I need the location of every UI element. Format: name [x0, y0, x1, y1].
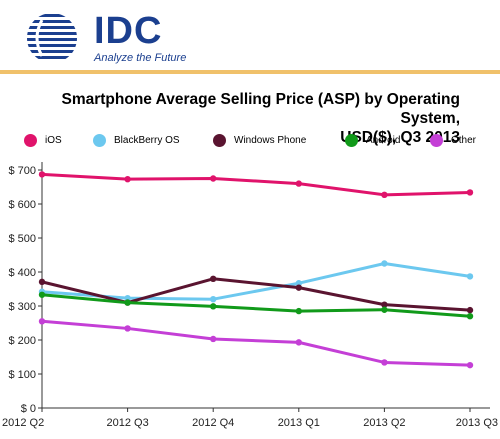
data-point-ios — [295, 180, 302, 187]
y-tick-label: $ 0 — [21, 403, 36, 415]
series-line-blackberry-os — [41, 262, 471, 301]
data-point-other — [38, 318, 46, 325]
legend-swatch-blackberry — [93, 134, 106, 147]
legend-item-blackberry[interactable]: BlackBerry OS — [93, 134, 180, 147]
legend-item-windows-phone[interactable]: Windows Phone — [213, 134, 306, 147]
data-point-android — [466, 313, 474, 320]
legend-swatch-ios — [24, 134, 37, 147]
legend-swatch-windows-phone — [213, 134, 226, 147]
legend-item-android[interactable]: Android — [345, 134, 400, 147]
y-tick-label: $ 600 — [8, 199, 36, 211]
series-line-ios — [41, 172, 471, 197]
data-point-other — [466, 361, 474, 369]
y-tick-label: $ 700 — [8, 165, 36, 177]
x-tick-label: 2012 Q4 — [192, 417, 234, 429]
data-point-android — [381, 306, 388, 313]
data-point-android — [38, 291, 46, 298]
data-point-ios — [38, 171, 46, 178]
legend-swatch-android — [345, 134, 358, 147]
data-point-blackberry-os — [295, 280, 302, 287]
data-point-windows-phone — [38, 278, 46, 286]
series-line-android — [41, 293, 471, 318]
x-tick-label: 2012 Q3 — [106, 417, 148, 429]
data-point-android — [295, 307, 302, 315]
series-line-other — [41, 319, 471, 367]
line-chart: $ 0 $ 100 $ 200 $ 300 $ 400 $ 500 $ 600 $ 700 20… — [2, 162, 498, 429]
logo-tagline: Analyze the Future — [94, 52, 187, 64]
data-point-windows-phone — [295, 284, 302, 291]
y-tick-label: $ 100 — [8, 369, 36, 381]
y-tick-label: $ 500 — [8, 233, 36, 245]
data-point-blackberry-os — [466, 273, 474, 280]
legend-item-ios[interactable]: iOS — [24, 134, 62, 147]
data-point-other — [124, 325, 131, 332]
data-point-blackberry-os — [124, 294, 131, 302]
data-point-ios — [124, 175, 131, 183]
x-tick-label: 2013 Q3 — [456, 417, 498, 429]
idc-logo: IDC Analyze the Future — [22, 8, 202, 68]
data-point-windows-phone — [466, 306, 474, 314]
data-point-ios — [466, 189, 474, 196]
data-point-ios — [381, 191, 388, 199]
data-point-windows-phone — [210, 275, 217, 282]
globe-icon — [27, 14, 77, 59]
data-point-ios — [210, 175, 217, 182]
data-point-other — [210, 335, 217, 343]
header: IDC Analyze the Future — [0, 0, 500, 70]
legend-label-blackberry: BlackBerry OS — [114, 135, 180, 146]
chart-legend: iOS BlackBerry OS Windows Phone Android … — [0, 134, 500, 154]
legend-label-other: Other — [451, 135, 477, 146]
data-point-windows-phone — [381, 301, 388, 308]
data-point-blackberry-os — [210, 296, 217, 303]
data-point-other — [295, 339, 302, 346]
legend-label-ios: iOS — [45, 135, 62, 146]
legend-swatch-other — [430, 134, 443, 147]
x-tick-label: 2013 Q1 — [278, 417, 320, 429]
logo-text: IDC — [94, 10, 163, 52]
data-point-android — [210, 303, 217, 310]
data-point-android — [124, 299, 131, 306]
legend-label-android: Android — [366, 135, 401, 146]
data-point-other — [381, 359, 388, 366]
x-tick-label: 2012 Q2 — [2, 417, 44, 429]
chart-title-line-1: Smartphone Average Selling Price (ASP) b… — [61, 91, 460, 127]
chart-title: Smartphone Average Selling Price (ASP) b… — [0, 90, 460, 147]
data-point-blackberry-os — [381, 260, 388, 267]
legend-item-other[interactable]: Other — [430, 134, 476, 147]
y-tick-label: $ 300 — [8, 301, 36, 313]
y-tick-label: $ 400 — [8, 267, 36, 279]
header-divider — [0, 70, 500, 74]
y-tick-label: $ 200 — [8, 335, 36, 347]
series-line-windows-phone — [41, 277, 471, 312]
legend-label-windows-phone: Windows Phone — [234, 135, 307, 146]
x-tick-label: 2013 Q2 — [363, 417, 405, 429]
